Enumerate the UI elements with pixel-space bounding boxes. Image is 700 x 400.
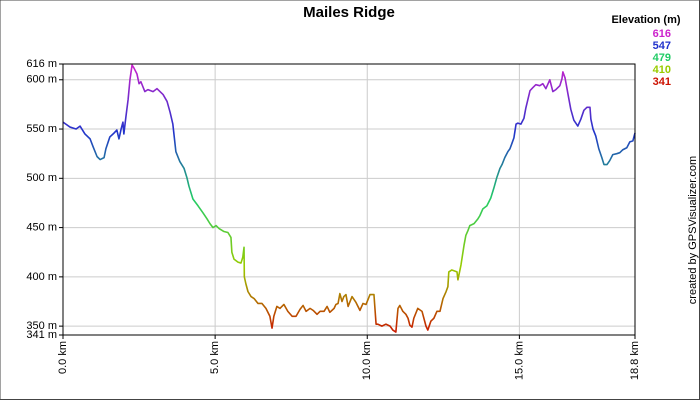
y-tick-label: 616 m [26, 58, 57, 70]
y-tick-label: 341 m [26, 329, 57, 341]
plot-border [62, 63, 636, 336]
y-tick-label: 400 m [26, 271, 57, 283]
x-tick-label: 5.0 km [209, 341, 221, 374]
legend-label: 410 [653, 64, 671, 76]
y-tick-label: 350 m [26, 320, 57, 332]
legend-label: 616 [653, 28, 671, 40]
plot-area [63, 64, 635, 335]
x-tick-label: 10.0 km [361, 341, 373, 380]
elevation-line [62, 64, 636, 333]
x-tick-label: 18.8 km [629, 341, 641, 380]
y-tick-label: 600 m [26, 74, 57, 86]
y-tick-label: 450 m [26, 221, 57, 233]
legend-title: Elevation (m) [611, 14, 680, 26]
y-tick-label: 500 m [26, 172, 57, 184]
x-tick-label: 0.0 km [57, 341, 69, 374]
y-tick-label: 550 m [26, 123, 57, 135]
credit: created by GPSVisualizer.com [687, 156, 699, 304]
legend-label: 341 [653, 76, 671, 88]
chart-title: Mailes Ridge [303, 4, 395, 21]
x-tick-label: 15.0 km [513, 341, 525, 380]
legend-label: 479 [653, 52, 671, 64]
legend-label: 547 [653, 40, 671, 52]
